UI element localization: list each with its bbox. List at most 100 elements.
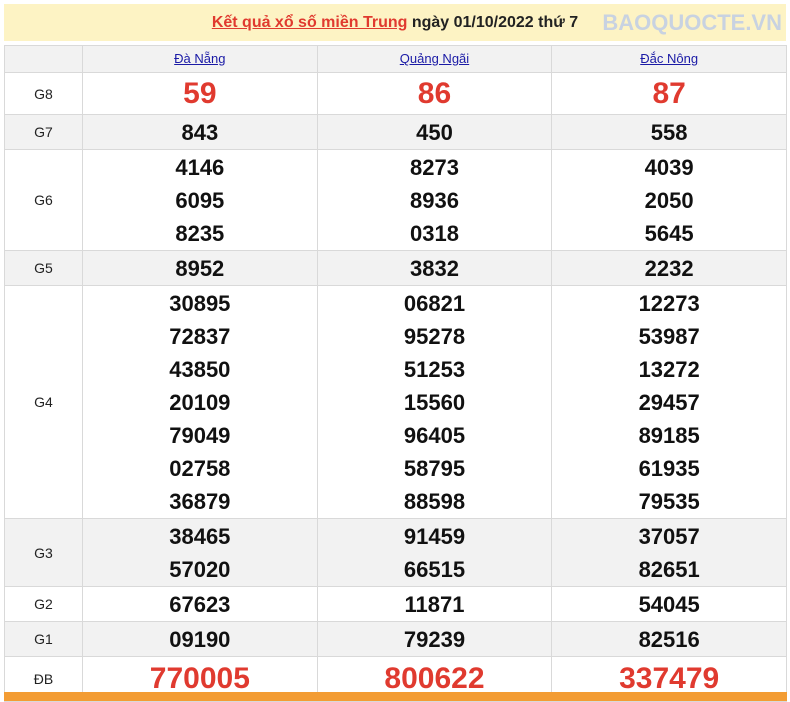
- header-row: Đà Nẵng Quảng Ngãi Đắc Nông: [4, 45, 787, 73]
- prize-number: 4039: [644, 154, 694, 180]
- prize-number: 36879: [169, 488, 231, 514]
- prize-number: 450: [416, 119, 453, 145]
- prize-label: G2: [4, 586, 83, 622]
- header-cell: Quảng Ngãi: [316, 45, 553, 73]
- prize-cell: 12273 53987 13272 29457 89185 61935 79535: [551, 285, 787, 519]
- prize-label: G7: [4, 114, 83, 150]
- prize-cell: 09190: [82, 621, 318, 657]
- prize-number: 43850: [169, 356, 231, 382]
- prize-number: 843: [181, 119, 219, 145]
- mien-trung-results-link[interactable]: Kết quả xổ số miền Trung: [211, 14, 408, 31]
- footer-bar: [4, 692, 787, 701]
- prize-number: 30895: [169, 290, 231, 316]
- prize-number: 2050: [644, 187, 694, 213]
- prize-label: G5: [4, 250, 83, 286]
- prize-number: 82651: [638, 556, 700, 582]
- prize-row-g4: G4 30895 72837 43850 20109 79049 02758 36879 068…: [4, 285, 787, 519]
- prize-cell: 79239: [316, 621, 553, 657]
- prize-row-g6: G6 4146 6095 8235 8273 8936 0318 4039 2050 5645: [4, 149, 787, 251]
- prize-row-g2: G2 67623 11871 54045: [4, 586, 787, 622]
- prize-row-g8: G8 59 86 87: [4, 72, 787, 115]
- prize-number: 38465: [169, 523, 231, 549]
- prize-cell: 558: [551, 114, 787, 150]
- prize-number: 29457: [638, 389, 700, 415]
- prize-cell: 2232: [551, 250, 787, 286]
- prize-cell: 3832: [316, 250, 553, 286]
- prize-number: 51253: [403, 356, 466, 382]
- prize-cell: 30895 72837 43850 20109 79049 02758 36879: [82, 285, 318, 519]
- prize-number: 8952: [175, 255, 225, 281]
- results-title: Kết quả xổ số miền Trung ngày 01/10/2022…: [4, 4, 786, 41]
- prize-label: G1: [4, 621, 83, 657]
- province-link-da-nang[interactable]: Đà Nẵng: [174, 51, 226, 66]
- prize-cell: 06821 95278 51253 15560 96405 58795 88598: [316, 285, 553, 519]
- prize-number: 95278: [403, 323, 466, 349]
- prize-number: 5645: [644, 220, 694, 246]
- prize-cell: 11871: [316, 586, 553, 622]
- prize-number: 88598: [403, 488, 466, 514]
- prize-cell: 8273 8936 0318: [316, 149, 553, 251]
- watermark-logo: BAOQUOCTE.VN: [602, 10, 782, 35]
- prize-row-g3: G3 38465 57020 91459 66515 37057 82651: [4, 518, 787, 587]
- prize-number: 57020: [169, 556, 231, 582]
- prize-number: 54045: [638, 591, 700, 617]
- prize-number: 15560: [403, 389, 466, 415]
- prize-number: 89185: [638, 422, 700, 448]
- prize-number: 2232: [644, 255, 694, 281]
- prize-label: G8: [4, 72, 83, 115]
- province-link-dac-nong[interactable]: Đắc Nông: [640, 51, 699, 66]
- prize-number: 67623: [169, 591, 231, 617]
- prize-number: 20109: [169, 389, 231, 415]
- prize-number: 79049: [169, 422, 231, 448]
- prize-number: 3832: [410, 255, 459, 281]
- prize-number: 770005: [149, 662, 250, 695]
- prize-number: 12273: [638, 290, 700, 316]
- prize-number: 4146: [175, 154, 225, 180]
- prize-cell: 37057 82651: [551, 518, 787, 587]
- province-link-quang-ngai[interactable]: Quảng Ngãi: [399, 51, 470, 66]
- prize-number: 800622: [384, 662, 485, 695]
- prize-number: 66515: [403, 556, 466, 582]
- prize-cell: 38465 57020: [82, 518, 318, 587]
- prize-number: 72837: [169, 323, 231, 349]
- prize-number: 87: [652, 76, 686, 110]
- prize-cell: 82516: [551, 621, 787, 657]
- prize-number: 6095: [175, 187, 225, 213]
- prize-number: 86: [417, 76, 452, 110]
- prize-cell: 67623: [82, 586, 318, 622]
- prize-number: 59: [183, 76, 217, 110]
- prize-cell: 8952: [82, 250, 318, 286]
- header-cell: Đắc Nông: [551, 45, 787, 73]
- prize-number: 91459: [403, 523, 466, 549]
- prize-number: 06821: [403, 290, 466, 316]
- prize-number: 96405: [403, 422, 466, 448]
- prize-number: 13272: [638, 356, 700, 382]
- prize-number: 11871: [404, 591, 465, 617]
- header-cell: Đà Nẵng: [82, 45, 318, 73]
- prize-cell: 843: [82, 114, 318, 150]
- prize-number: 79239: [403, 626, 466, 652]
- prize-number: 09190: [169, 626, 231, 652]
- prize-cell: 450: [316, 114, 553, 150]
- prize-label: G4: [4, 285, 83, 519]
- title-date: ngày 01/10/2022 thứ 7: [407, 14, 579, 31]
- prize-number: 61935: [638, 455, 700, 481]
- prize-number: 8273: [410, 154, 459, 180]
- prize-number: 8235: [175, 220, 225, 246]
- prize-number: 58795: [403, 455, 466, 481]
- prize-cell: 4039 2050 5645: [551, 149, 787, 251]
- prize-number: 37057: [638, 523, 700, 549]
- prize-cell: 86: [316, 72, 553, 115]
- prize-row-g1: G1 09190 79239 82516: [4, 621, 787, 657]
- prize-label: G6: [4, 149, 83, 251]
- prize-number: 8936: [410, 187, 459, 213]
- prize-number: 558: [650, 119, 688, 145]
- prize-number: 337479: [619, 662, 720, 695]
- prize-cell: 54045: [551, 586, 787, 622]
- prize-number: 79535: [638, 488, 700, 514]
- prize-number: 82516: [638, 626, 700, 652]
- prize-number: 53987: [638, 323, 700, 349]
- prize-cell: 87: [551, 72, 787, 115]
- prize-cell: 91459 66515: [316, 518, 553, 587]
- prize-row-g7: G7 843 450 558: [4, 114, 787, 150]
